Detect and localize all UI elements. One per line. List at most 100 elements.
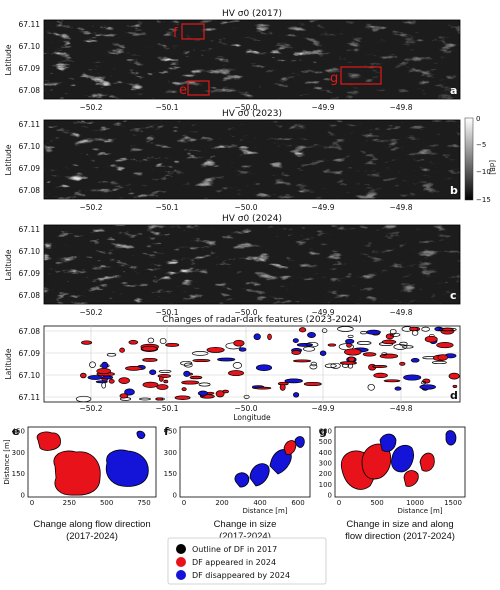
- ytick-label: 67.09: [19, 269, 41, 278]
- feature-disappeared: [183, 370, 191, 377]
- feature-disappeared: [255, 364, 273, 372]
- x-axis-label: Distance [m]: [242, 507, 287, 515]
- feature-appeared: [381, 339, 397, 345]
- feature-appeared: [303, 381, 322, 387]
- feature-appeared: [215, 390, 225, 398]
- feature-disappeared: [319, 350, 327, 356]
- feature-disappeared: [391, 444, 414, 473]
- feature-appeared: [142, 357, 158, 362]
- xtick-label: −50.1: [156, 203, 179, 212]
- region-label-g: g: [330, 71, 338, 86]
- feature-outline-2017: [232, 362, 243, 369]
- xtick-label: −49.8: [390, 308, 413, 317]
- feature-disappeared: [249, 463, 270, 487]
- sar-image: [44, 225, 460, 304]
- feature-appeared: [437, 354, 449, 361]
- feature-appeared: [409, 326, 419, 332]
- ytick-label: 67.10: [19, 142, 41, 151]
- feature-appeared: [362, 352, 377, 357]
- inset-f: 450 300 150 00 200 400 600 Distance [m] f Change …: [164, 425, 311, 542]
- feature-outline-2017: [381, 352, 388, 356]
- y-axis-label: Latitude: [4, 44, 13, 75]
- xtick-label: −49.8: [390, 404, 413, 413]
- panel-letter-e: e: [12, 425, 19, 438]
- feature-appeared: [174, 395, 191, 400]
- panel-letter-g: g: [319, 425, 327, 438]
- ytick-label: 300: [319, 460, 332, 468]
- legend-label: Outline of DF in 2017: [192, 545, 277, 554]
- ytick-label: 67.11: [19, 225, 41, 234]
- panel-letter-a: a: [450, 84, 457, 97]
- feature-outline-2017: [198, 382, 211, 387]
- legend-marker-outline: [176, 544, 186, 554]
- feature-appeared: [181, 387, 187, 392]
- feature-appeared: [344, 348, 362, 356]
- inset-caption: Change along flow direction: [33, 519, 150, 530]
- feature-appeared: [339, 361, 357, 365]
- xtick-label: −49.9: [312, 308, 335, 317]
- feature-disappeared: [294, 436, 305, 448]
- feature-disappeared: [445, 430, 457, 446]
- xtick-label: 0: [337, 499, 341, 507]
- feature-disappeared: [136, 430, 146, 440]
- ytick-label: 0: [173, 492, 177, 500]
- feature-disappeared: [293, 392, 300, 398]
- legend: Outline of DF in 2017 DF appeared in 202…: [167, 537, 327, 585]
- sar-image: [44, 20, 460, 99]
- feature-appeared: [158, 376, 164, 382]
- feature-appeared: [298, 327, 307, 333]
- colorbar-tick: 0: [476, 115, 480, 123]
- y-axis-label: Latitude: [4, 348, 13, 379]
- inset-caption: Change in size: [214, 519, 277, 530]
- colorbar-tick: −15: [476, 196, 491, 204]
- xtick-label: −50.2: [80, 103, 103, 112]
- xtick-label: −50.0: [235, 308, 258, 317]
- xtick-label: 250: [63, 499, 76, 507]
- feature-outline-2017: [89, 361, 96, 368]
- panel-title: HV σ0 (2023): [222, 109, 282, 119]
- feature-appeared: [327, 343, 337, 347]
- legend-label: DF disappeared by 2024: [192, 571, 290, 580]
- change-map: Changes of radar-dark features (2023-202…: [4, 315, 461, 422]
- feature-disappeared: [95, 380, 108, 384]
- xtick-label: −49.9: [312, 203, 335, 212]
- ytick-label: 67.09: [19, 64, 41, 73]
- xtick-label: −49.9: [312, 404, 335, 413]
- inset-caption: Change in size and along: [346, 519, 453, 530]
- feature-outline-2017: [310, 361, 317, 367]
- feature-outline-2017: [399, 341, 408, 347]
- feature-appeared: [399, 361, 406, 366]
- sar-panel-c: HV σ0 (2024) Latitude 67.11 67.10 67.09 67.08…: [4, 214, 461, 317]
- ytick-label: 300: [12, 449, 25, 457]
- feature-appeared: [53, 450, 101, 496]
- ytick-label: 67.08: [19, 86, 41, 95]
- y-axis-label: Latitude: [4, 144, 13, 175]
- feature-appeared: [419, 452, 435, 472]
- feature-disappeared: [124, 388, 135, 396]
- feature-appeared: [36, 431, 61, 451]
- feature-outline-2017: [159, 337, 167, 345]
- feature-disappeared: [234, 472, 250, 488]
- ytick-label: 0: [21, 492, 25, 500]
- feature-outline-2017: [389, 328, 397, 335]
- feature-appeared: [141, 345, 158, 352]
- feature-disappeared: [394, 386, 402, 391]
- xtick-label: 500: [100, 499, 113, 507]
- sar-panels: HV σ0 (2017) Latitude 67.11 67.10 67.09 67.08…: [4, 9, 461, 317]
- ytick-label: 67.09: [19, 164, 41, 173]
- sar-frame: [43, 224, 461, 305]
- xtick-label: 0: [182, 499, 186, 507]
- region-box-f: [181, 23, 205, 40]
- ytick-label: 67.08: [19, 186, 41, 195]
- legend-marker-disappeared: [176, 570, 186, 580]
- xtick-label: 400: [253, 499, 266, 507]
- feature-disappeared: [217, 357, 236, 362]
- feature-outline-2017: [421, 326, 430, 332]
- xtick-label: 750: [137, 499, 150, 507]
- xtick-label: −49.9: [312, 103, 335, 112]
- region-box-g: [340, 66, 382, 85]
- feature-appeared: [267, 333, 272, 340]
- feature-disappeared: [292, 338, 299, 343]
- ytick-label: 400: [319, 449, 332, 457]
